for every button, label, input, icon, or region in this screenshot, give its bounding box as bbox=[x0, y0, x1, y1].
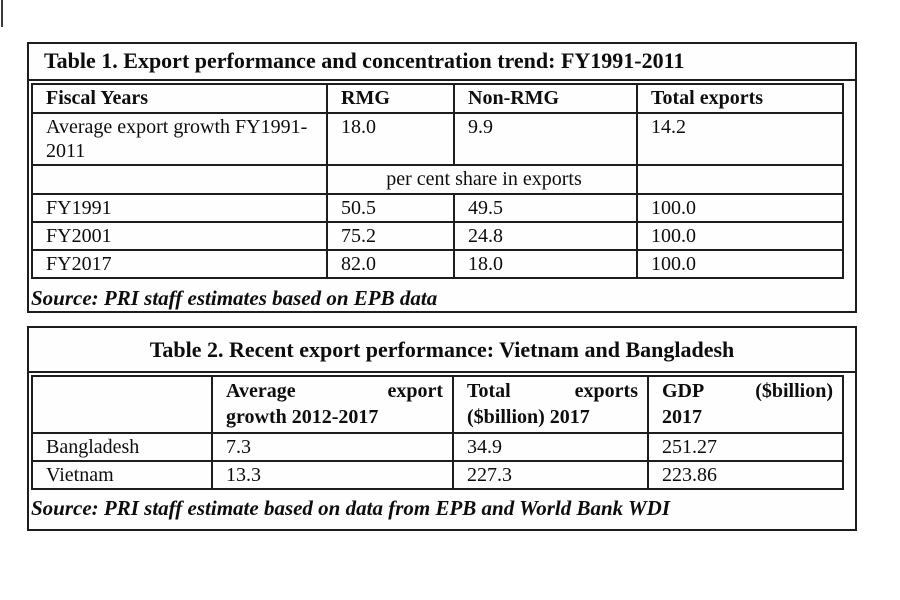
value-cell-total: 100.0 bbox=[636, 221, 844, 251]
value-cell-exports: 34.9 bbox=[452, 432, 649, 462]
table2-title: Table 2. Recent export performance: Viet… bbox=[29, 328, 855, 373]
column-header-rmg: RMG bbox=[326, 83, 455, 114]
value-cell-rmg: 82.0 bbox=[326, 249, 455, 279]
empty-cell bbox=[636, 164, 844, 195]
share-note-cell: per cent share in exports bbox=[326, 164, 638, 195]
column-header-non-rmg: Non-RMG bbox=[453, 83, 638, 114]
header-word: GDP bbox=[662, 380, 705, 402]
value-cell-growth: 7.3 bbox=[211, 432, 454, 462]
column-header-total-exports: Total exports ($billion) 2017 bbox=[452, 375, 649, 434]
value-cell-gdp: 251.27 bbox=[647, 432, 844, 462]
value-cell-total: 14.2 bbox=[636, 112, 844, 166]
empty-cell bbox=[31, 375, 213, 434]
row-label-cell: FY1991 bbox=[31, 193, 328, 223]
table1: Fiscal Years RMG Non-RMG Total exports A… bbox=[31, 83, 844, 279]
table-row-average-growth: Average export growth FY1991-2011 18.0 9… bbox=[31, 112, 844, 166]
table2-header-row: Average export growth 2012-2017 Total ex… bbox=[31, 375, 844, 434]
empty-cell bbox=[31, 164, 328, 195]
header-line: ($billion) 2017 bbox=[467, 406, 590, 428]
value-cell-rmg: 18.0 bbox=[326, 112, 455, 166]
table-row-fy1991: FY1991 50.5 49.5 100.0 bbox=[31, 193, 844, 223]
header-line: growth 2012-2017 bbox=[226, 406, 379, 428]
table2-source: Source: PRI staff estimate based on data… bbox=[31, 496, 671, 520]
value-cell-total: 100.0 bbox=[636, 249, 844, 279]
header-line: 2017 bbox=[662, 406, 702, 428]
value-cell-non-rmg: 9.9 bbox=[453, 112, 638, 166]
column-header-average-export-growth: Average export growth 2012-2017 bbox=[211, 375, 454, 434]
header-word: ($billion) bbox=[755, 380, 833, 402]
table1-header-row: Fiscal Years RMG Non-RMG Total exports bbox=[31, 83, 844, 114]
table-row-bangladesh: Bangladesh 7.3 34.9 251.27 bbox=[31, 432, 844, 462]
header-line-justified: Average export bbox=[226, 378, 443, 404]
header-word: exports bbox=[574, 380, 638, 402]
value-cell-rmg: 75.2 bbox=[326, 221, 455, 251]
header-word: Total bbox=[467, 380, 511, 402]
row-label-cell: FY2001 bbox=[31, 221, 328, 251]
table2: Average export growth 2012-2017 Total ex… bbox=[31, 375, 844, 490]
header-word: export bbox=[387, 380, 443, 402]
value-cell-growth: 13.3 bbox=[211, 460, 454, 490]
row-label-cell: Average export growth FY1991-2011 bbox=[31, 112, 328, 166]
table2-frame: Table 2. Recent export performance: Viet… bbox=[27, 326, 857, 531]
table-row-share-note: per cent share in exports bbox=[31, 164, 844, 195]
table-row-vietnam: Vietnam 13.3 227.3 223.86 bbox=[31, 460, 844, 490]
table-row-fy2001: FY2001 75.2 24.8 100.0 bbox=[31, 221, 844, 251]
screen-edge-artifact bbox=[1, 0, 3, 27]
table1-frame: Table 1. Export performance and concentr… bbox=[27, 42, 857, 313]
header-line-justified: Total exports bbox=[467, 378, 638, 404]
value-cell-non-rmg: 49.5 bbox=[453, 193, 638, 223]
row-label-cell: Bangladesh bbox=[31, 432, 213, 462]
row-label-cell: FY2017 bbox=[31, 249, 328, 279]
value-cell-rmg: 50.5 bbox=[326, 193, 455, 223]
table1-title: Table 1. Export performance and concentr… bbox=[29, 44, 855, 81]
header-word: Average bbox=[226, 380, 296, 402]
header-line-justified: GDP ($billion) bbox=[662, 378, 833, 404]
column-header-gdp: GDP ($billion) 2017 bbox=[647, 375, 844, 434]
column-header-fiscal-years: Fiscal Years bbox=[31, 83, 328, 114]
column-header-total-exports: Total exports bbox=[636, 83, 844, 114]
value-cell-total: 100.0 bbox=[636, 193, 844, 223]
value-cell-non-rmg: 24.8 bbox=[453, 221, 638, 251]
table-row-fy2017: FY2017 82.0 18.0 100.0 bbox=[31, 249, 844, 279]
table1-source: Source: PRI staff estimates based on EPB… bbox=[31, 286, 438, 310]
row-label-cell: Vietnam bbox=[31, 460, 213, 490]
value-cell-gdp: 223.86 bbox=[647, 460, 844, 490]
value-cell-non-rmg: 18.0 bbox=[453, 249, 638, 279]
value-cell-exports: 227.3 bbox=[452, 460, 649, 490]
